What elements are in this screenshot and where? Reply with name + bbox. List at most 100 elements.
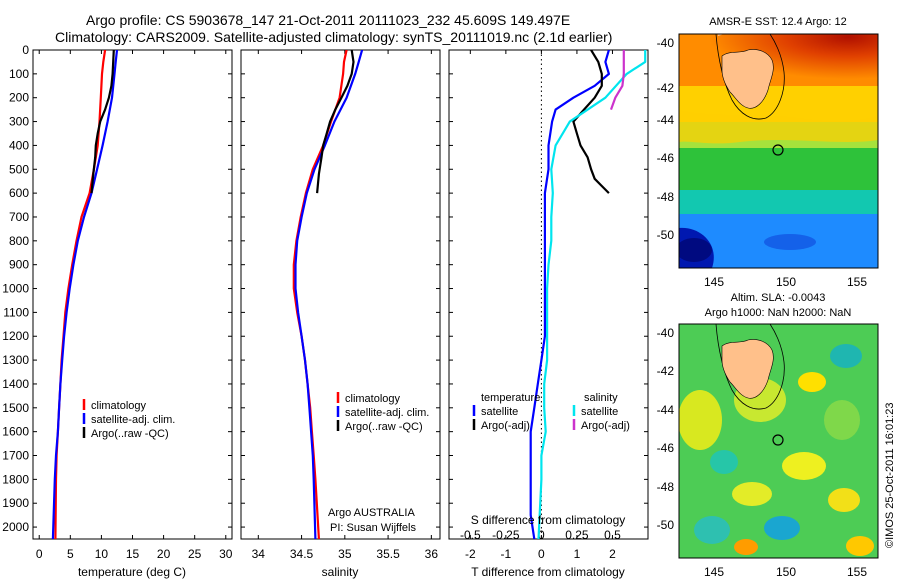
x-tick-label: 36	[425, 547, 439, 561]
depth-tick-label: 1100	[3, 305, 29, 319]
series-line-temperature-argo-adj-	[572, 50, 610, 194]
credit-text: ©IMOS 25-Oct-2011 16:01:23	[884, 403, 896, 548]
difference-legend: temperature satellite Argo(-adj) salinit…	[472, 392, 630, 432]
series-line-argo-raw-qc-	[90, 50, 115, 194]
series-line-satellite-adj-clim-	[294, 50, 364, 539]
sla-map-frame	[678, 323, 879, 559]
x-tick-label: 0	[538, 547, 545, 561]
salinity-legend: climatology satellite-adj. clim. Argo(..…	[336, 392, 429, 433]
legend-climatology: climatology	[91, 400, 147, 412]
x-top-tick-label: -0.5	[460, 528, 481, 542]
depth-tick-label: 1600	[2, 425, 29, 439]
sla-map-title-1: Altim. SLA: -0.0043	[731, 292, 826, 304]
sla-lat-42: -42	[657, 364, 675, 378]
sst-lat-48: -48	[657, 190, 675, 204]
temperature-legend: climatology satellite-adj. clim. Argo(..…	[82, 399, 175, 440]
x-tick-label: 15	[126, 547, 140, 561]
sst-lon-150: 150	[776, 275, 796, 289]
sla-lon-150: 150	[776, 565, 796, 579]
legend-argo: Argo(..raw -QC)	[345, 421, 423, 433]
temperature-panel: 0100200300400500600700800900100011001200…	[2, 43, 232, 579]
sla-map-field	[679, 324, 878, 558]
x-tick-label: 34	[252, 547, 266, 561]
depth-tick-label: 1800	[2, 472, 29, 486]
x-tick-label: 35.5	[376, 547, 400, 561]
series-line-salinity-satellite	[537, 50, 647, 539]
legend-temperature-argo: Argo(-adj)	[481, 420, 530, 432]
depth-tick-label: 1500	[2, 401, 29, 415]
annotation-pi: PI: Susan Wijffels	[330, 522, 416, 534]
sla-map-ticks: -40 -42 -44 -46 -48 -50 145 150 155	[657, 326, 868, 579]
legend-salinity-satellite: satellite	[581, 406, 618, 418]
series-line-climatology	[292, 50, 348, 539]
legend-salinity-title: salinity	[584, 392, 618, 404]
series-line-salinity-argo-adj-	[609, 50, 625, 110]
sla-map-panel: Altim. SLA: -0.0043 Argo h1000: NaN h200…	[657, 292, 879, 579]
depth-tick-label: 2000	[2, 520, 29, 534]
depth-tick-label: 1300	[2, 353, 29, 367]
x-tick-label: -1	[501, 547, 512, 561]
legend-satellite: satellite-adj. clim.	[91, 414, 175, 426]
annotation-argo-australia: Argo AUSTRALIA	[328, 507, 415, 519]
argo-float-marker	[772, 144, 784, 156]
x-tick-label: 20	[157, 547, 171, 561]
difference-xlabel-top: S difference from climatology	[471, 513, 626, 527]
x-tick-label: 1	[574, 547, 581, 561]
series-line-temperature-satellite	[529, 50, 611, 539]
depth-tick-label: 800	[9, 234, 29, 248]
depth-tick-label: 0	[22, 43, 29, 57]
series-line-climatology	[54, 50, 107, 539]
sst-map-panel: AMSR-E SST: 12.4 Argo: 12 -40 -42 -44 -4…	[657, 16, 879, 289]
sst-lat-50: -50	[657, 228, 675, 242]
x-tick-label: 2	[609, 547, 616, 561]
depth-tick-label: 200	[9, 91, 29, 105]
temperature-xlabel: temperature (deg C)	[78, 565, 186, 579]
sst-lat-46: -46	[657, 151, 675, 165]
sst-lat-40: -40	[657, 36, 675, 50]
sst-lon-145: 145	[704, 275, 724, 289]
difference-panel: -2 -1 0 1 2 -0.5 -0.25 0 0.25 0.5 T difference fr…	[448, 49, 649, 579]
sla-lat-48: -48	[657, 480, 675, 494]
salinity-axis-ticks: 34 34.5 35 35.5 36	[241, 49, 440, 561]
sla-lat-50: -50	[657, 518, 675, 532]
x-tick-label: 34.5	[290, 547, 314, 561]
difference-axis-ticks: -2 -1 0 1 2 -0.5 -0.25 0 0.25 0.5	[449, 49, 648, 561]
x-tick-label: -2	[465, 547, 476, 561]
depth-tick-label: 900	[9, 258, 29, 272]
sla-lat-40: -40	[657, 326, 675, 340]
depth-tick-label: 100	[9, 67, 29, 81]
sst-lon-155: 155	[847, 275, 867, 289]
sst-map-field	[679, 34, 878, 268]
sla-lat-46: -46	[657, 441, 675, 455]
series-line-argo-raw-qc-	[316, 50, 355, 194]
legend-temperature-title: temperature	[481, 392, 540, 404]
x-top-tick-label: 0	[538, 528, 545, 542]
difference-xlabel: T difference from climatology	[471, 565, 625, 579]
depth-tick-label: 1900	[2, 496, 29, 510]
x-tick-label: 35	[338, 547, 352, 561]
sla-map-title-2: Argo h1000: NaN h2000: NaN	[705, 307, 852, 319]
depth-tick-label: 600	[9, 186, 29, 200]
sst-map-title: AMSR-E SST: 12.4 Argo: 12	[709, 16, 847, 28]
x-tick-label: 30	[219, 547, 233, 561]
sst-map-frame	[678, 33, 879, 269]
sst-lat-42: -42	[657, 81, 675, 95]
series-line-satellite-adj-clim-	[51, 50, 119, 539]
depth-tick-label: 1000	[2, 282, 29, 296]
depth-axis-ticks: 0 100 200 300 400 500 600 700 800 900 1000 1100 1200…	[2, 43, 37, 534]
temperature-axes-frame	[32, 49, 233, 540]
x-top-tick-label: -0.25	[492, 528, 520, 542]
sla-lon-155: 155	[847, 565, 867, 579]
x-top-tick-label: 0.5	[604, 528, 621, 542]
depth-tick-label: 300	[9, 115, 29, 129]
salinity-xlabel: salinity	[322, 565, 359, 579]
x-tick-label: 5	[67, 547, 74, 561]
depth-tick-label: 1700	[2, 449, 29, 463]
legend-satellite: satellite-adj. clim.	[345, 407, 429, 419]
argo-float-marker	[772, 434, 784, 446]
temperature-axis-ticks: 0 5 10 15 20 25 30	[36, 49, 233, 561]
legend-climatology: climatology	[345, 393, 401, 405]
depth-tick-label: 1200	[2, 329, 29, 343]
depth-tick-label: 1400	[2, 377, 29, 391]
